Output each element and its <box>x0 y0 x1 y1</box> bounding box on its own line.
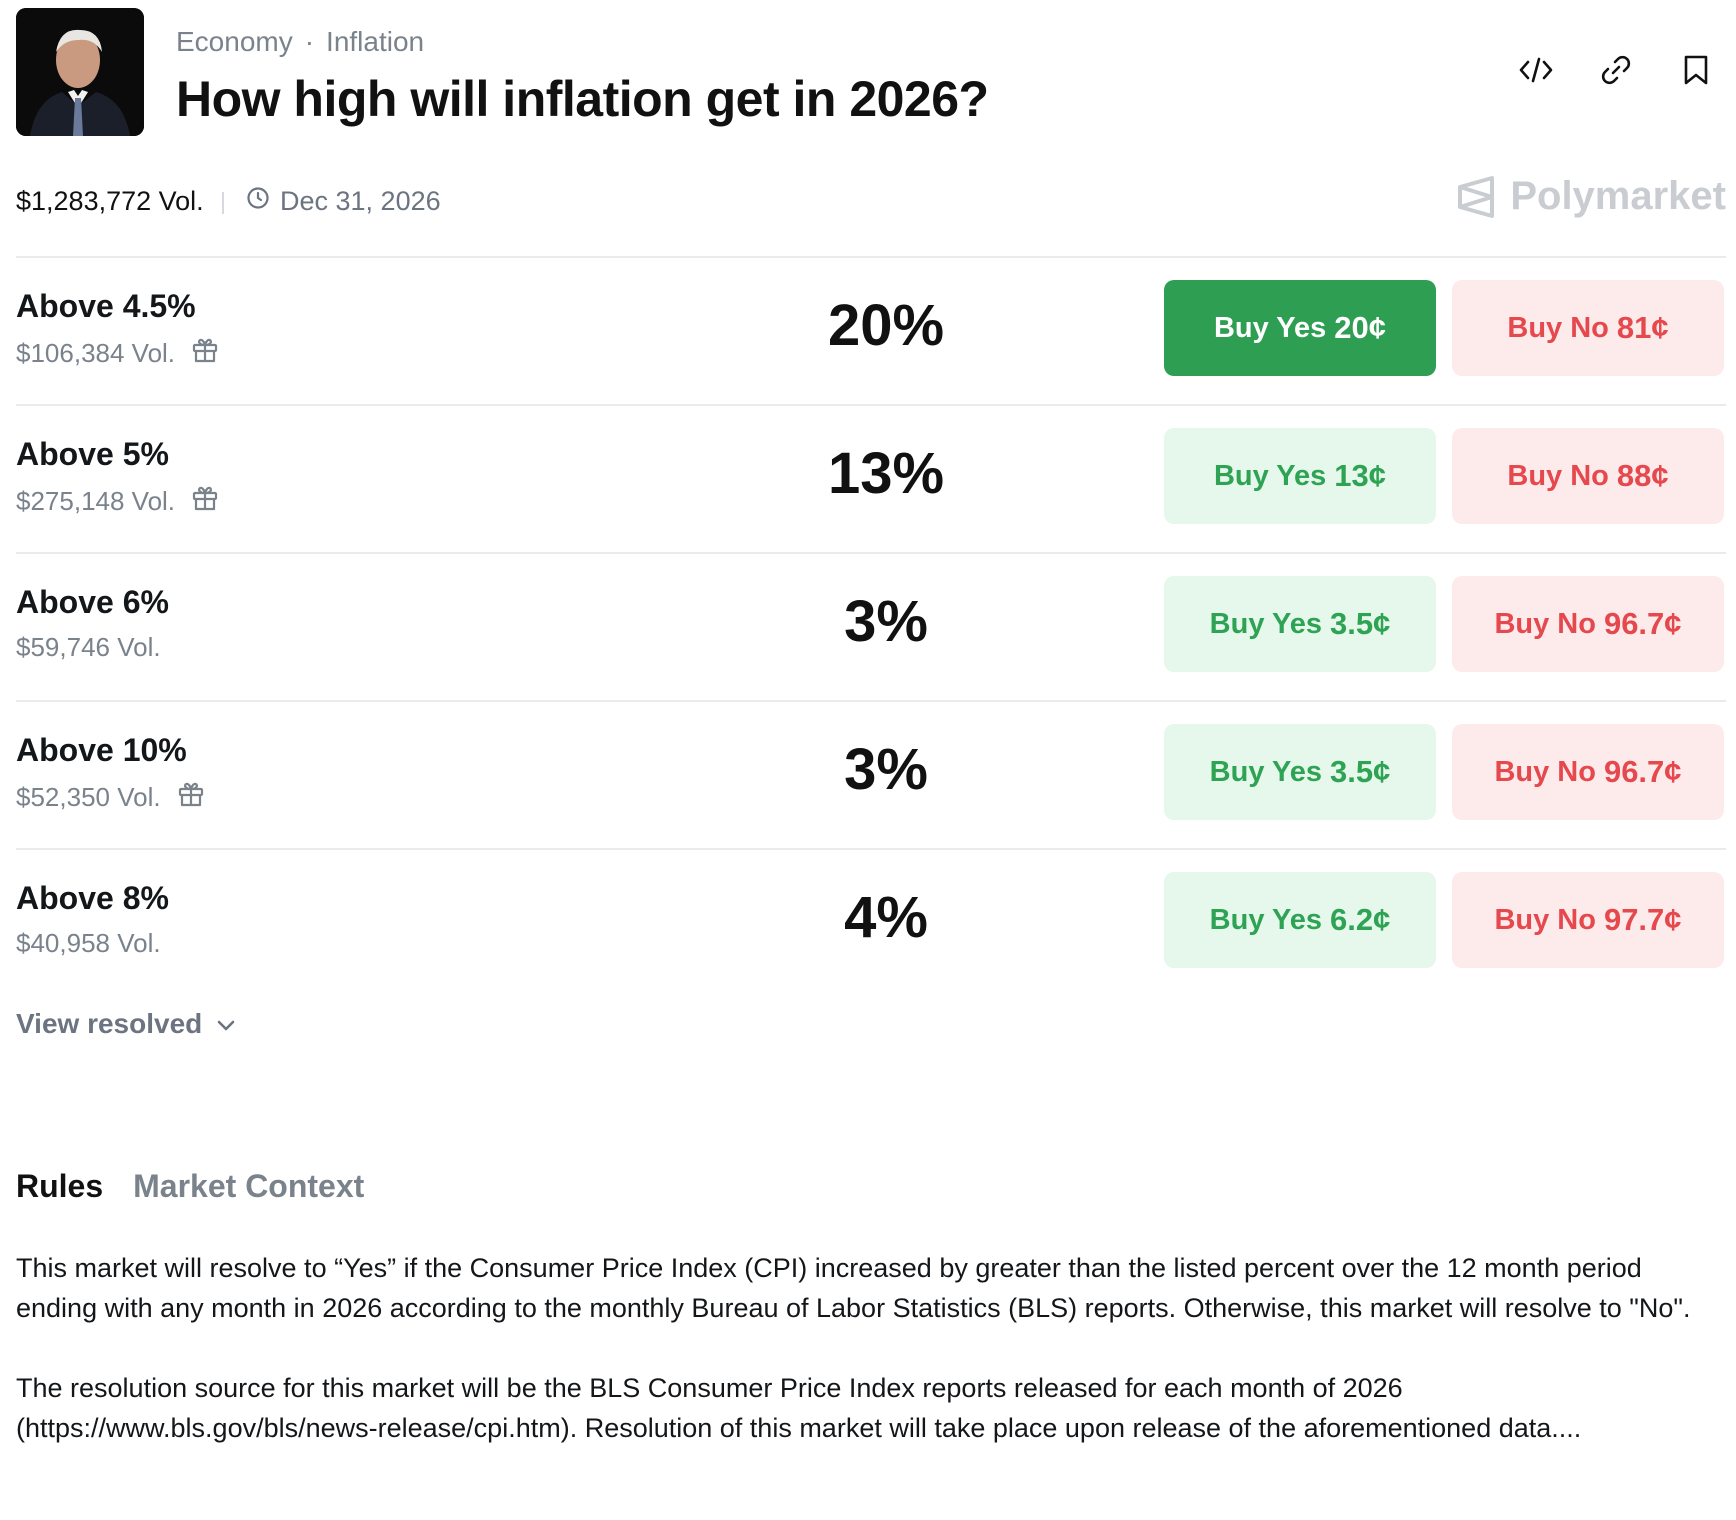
market-header: Economy · Inflation How high will inflatio… <box>16 8 1726 148</box>
market-image <box>16 8 144 136</box>
end-date-text: Dec 31, 2026 <box>280 186 441 216</box>
buy-no-button[interactable]: Buy No 81¢ <box>1452 280 1724 376</box>
buy-no-button[interactable]: Buy No 96.7¢ <box>1452 724 1724 820</box>
buy-yes-price: 6.2¢ <box>1329 902 1391 937</box>
outcome-probability: 3% <box>844 589 928 654</box>
outcome-volume: $275,148 Vol. <box>16 484 219 519</box>
info-tabs: Rules Market Context <box>16 1168 364 1205</box>
buy-yes-button[interactable]: Buy Yes 6.2¢ <box>1164 872 1436 968</box>
gift-icon[interactable] <box>177 780 205 815</box>
gift-icon[interactable] <box>191 336 219 371</box>
outcome-row[interactable]: Above 8% $40,958 Vol. 4% Buy Yes 6.2¢ Buy No 9… <box>16 850 1726 996</box>
buy-yes-price: 3.5¢ <box>1329 606 1391 641</box>
outcome-list: Above 4.5% $106,384 Vol. 20% Buy Yes 20¢ Buy … <box>16 258 1726 996</box>
buy-yes-label: Buy Yes <box>1209 755 1322 788</box>
buy-yes-button[interactable]: Buy Yes 20¢ <box>1164 280 1436 376</box>
outcome-label: Above 8% <box>16 880 169 916</box>
buy-no-label: Buy No <box>1494 607 1596 640</box>
outcome-probability: 3% <box>844 737 928 802</box>
outcome-volume-text: $52,350 Vol. <box>16 782 161 812</box>
meta-divider <box>222 192 224 214</box>
market-meta: $1,283,772 Vol. Dec 31, 2026 Polymarket <box>16 148 1726 258</box>
outcome-label: Above 10% <box>16 732 187 768</box>
buy-no-label: Buy No <box>1507 311 1609 344</box>
breadcrumb-economy[interactable]: Economy <box>176 26 293 57</box>
chevron-down-icon <box>216 1008 236 1040</box>
total-volume: $1,283,772 Vol. <box>16 186 204 216</box>
outcome-volume: $59,746 Vol. <box>16 632 161 663</box>
buy-no-price: 96.7¢ <box>1603 754 1682 789</box>
market-page: Economy · Inflation How high will inflatio… <box>16 8 1726 1443</box>
buy-no-price: 96.7¢ <box>1603 606 1682 641</box>
outcome-row[interactable]: Above 6% $59,746 Vol. 3% Buy Yes 3.5¢ Buy No 9… <box>16 554 1726 702</box>
brand-name: Polymarket <box>1510 174 1726 218</box>
buy-no-price: 88¢ <box>1616 458 1669 493</box>
page-title: How high will inflation get in 2026? <box>176 71 989 127</box>
view-resolved-button[interactable]: View resolved <box>16 1008 236 1040</box>
tab-rules[interactable]: Rules <box>16 1168 104 1204</box>
buy-yes-label: Buy Yes <box>1213 311 1327 344</box>
breadcrumb-inflation[interactable]: Inflation <box>326 26 425 57</box>
outcome-probability: 20% <box>827 293 945 358</box>
buy-no-label: Buy No <box>1494 755 1596 788</box>
embed-icon[interactable] <box>1514 48 1558 92</box>
tab-market-context[interactable]: Market Context <box>133 1168 365 1204</box>
buy-no-button[interactable]: Buy No 88¢ <box>1452 428 1724 524</box>
breadcrumb: Economy · Inflation <box>176 26 424 58</box>
outcome-volume: $40,958 Vol. <box>16 928 161 959</box>
buy-yes-label: Buy Yes <box>1213 459 1327 492</box>
rules-text: This market will resolve to “Yes” if the… <box>16 1248 1726 1488</box>
outcome-label: Above 6% <box>16 584 169 620</box>
outcome-row[interactable]: Above 4.5% $106,384 Vol. 20% Buy Yes 20¢ Buy … <box>16 258 1726 406</box>
buy-yes-label: Buy Yes <box>1209 607 1322 640</box>
buy-no-label: Buy No <box>1507 459 1609 492</box>
breadcrumb-separator: · <box>304 26 315 57</box>
end-date: Dec 31, 2026 <box>246 186 441 217</box>
view-resolved-label: View resolved <box>16 1008 203 1039</box>
bookmark-icon[interactable] <box>1674 48 1718 92</box>
outcome-probability: 4% <box>844 885 928 950</box>
buy-no-price: 81¢ <box>1616 310 1669 345</box>
outcome-volume-text: $59,746 Vol. <box>16 632 161 662</box>
outcome-row[interactable]: Above 5% $275,148 Vol. 13% Buy Yes 13¢ Buy No… <box>16 406 1726 554</box>
outcome-volume: $106,384 Vol. <box>16 336 219 371</box>
rules-paragraph-2: The resolution source for this market wi… <box>16 1373 1582 1443</box>
outcome-volume-text: $275,148 Vol. <box>16 486 176 516</box>
buy-yes-button[interactable]: Buy Yes 3.5¢ <box>1164 576 1436 672</box>
buy-yes-price: 3.5¢ <box>1329 754 1391 789</box>
outcome-volume-text: $40,958 Vol. <box>16 928 161 958</box>
outcome-row[interactable]: Above 10% $52,350 Vol. 3% Buy Yes 3.5¢ Buy No… <box>16 702 1726 850</box>
buy-no-price: 97.7¢ <box>1603 902 1682 937</box>
outcome-volume: $52,350 Vol. <box>16 780 205 815</box>
clock-icon <box>246 186 270 217</box>
buy-yes-button[interactable]: Buy Yes 3.5¢ <box>1164 724 1436 820</box>
gift-icon[interactable] <box>191 484 219 519</box>
outcome-label: Above 5% <box>16 436 169 472</box>
buy-no-label: Buy No <box>1494 903 1596 936</box>
outcome-volume-text: $106,384 Vol. <box>16 338 176 368</box>
buy-no-button[interactable]: Buy No 97.7¢ <box>1452 872 1724 968</box>
outcome-probability: 13% <box>827 441 945 506</box>
polymarket-logo: Polymarket <box>1456 174 1726 219</box>
link-icon[interactable] <box>1594 48 1638 92</box>
header-actions <box>1514 48 1718 92</box>
buy-no-button[interactable]: Buy No 96.7¢ <box>1452 576 1724 672</box>
buy-yes-label: Buy Yes <box>1209 903 1322 936</box>
rules-paragraph-1: This market will resolve to “Yes” if the… <box>16 1253 1691 1323</box>
buy-yes-button[interactable]: Buy Yes 13¢ <box>1164 428 1436 524</box>
buy-yes-price: 13¢ <box>1334 458 1387 493</box>
buy-yes-price: 20¢ <box>1334 310 1387 345</box>
outcome-label: Above 4.5% <box>16 288 196 324</box>
